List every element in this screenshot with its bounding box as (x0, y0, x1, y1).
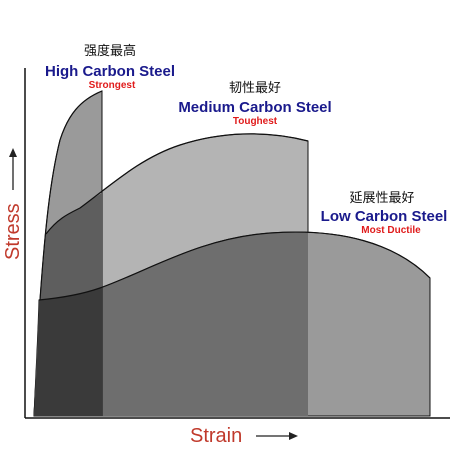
medium-carbon-title: Medium Carbon Steel (178, 99, 331, 116)
high-carbon-title: High Carbon Steel (45, 63, 175, 80)
medium-curve-line (45, 133, 309, 235)
high-carbon-property: Strongest (89, 80, 136, 91)
low-carbon-title: Low Carbon Steel (321, 208, 448, 225)
x-axis-label: Strain (190, 425, 242, 447)
y-axis-arrow-head (9, 148, 17, 157)
y-axis-label: Stress (2, 203, 24, 260)
low-carbon-property: Most Ductile (361, 225, 421, 236)
x-axis-arrow-head (289, 432, 298, 440)
high-carbon-chinese-label: 强度最高 (84, 43, 136, 59)
medium-carbon-chinese-label: 韧性最好 (229, 81, 281, 96)
high-curve-line (39, 90, 103, 301)
low-carbon-chinese-label: 延展性最好 (349, 191, 414, 206)
all-overlap (34, 287, 102, 416)
medium-carbon-property: Toughest (233, 116, 278, 127)
low-curve-line (38, 231, 431, 301)
